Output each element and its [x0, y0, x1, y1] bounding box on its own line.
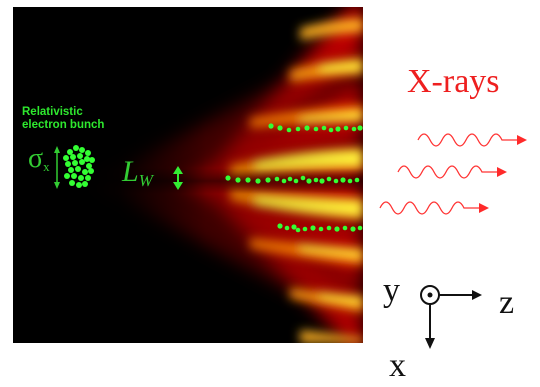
electron-bunch	[63, 145, 95, 188]
lw-arrow	[173, 166, 183, 190]
bunch-label-line1: Relativistic	[22, 106, 83, 118]
electron-row-top	[268, 123, 363, 133]
sigma-subscript: x	[43, 159, 50, 174]
lw-symbol: L	[122, 155, 139, 188]
electron-row-bottom	[277, 223, 363, 233]
bunch-label-line2: electron bunch	[22, 119, 105, 131]
electron-row-middle	[225, 175, 360, 184]
axis-z-label: z	[499, 284, 515, 321]
bunch-size-arrow	[54, 146, 60, 189]
xray-wave-3	[379, 201, 489, 215]
electron-rows	[225, 123, 363, 233]
xrays-label: X-rays	[407, 63, 500, 100]
sigma-x-label: σx	[28, 143, 50, 175]
xray-wave-1	[417, 133, 527, 147]
lw-subscript: W	[138, 171, 153, 190]
xray-waves	[379, 133, 527, 215]
lw-label: LW	[122, 155, 153, 191]
axis-y-label: y	[383, 272, 400, 309]
xray-wave-2	[397, 165, 507, 179]
electron-bunch-label: Relativistic electron bunch	[22, 106, 104, 132]
z-axis-arrow	[439, 290, 482, 300]
axis-x-label: x	[389, 347, 406, 384]
sigma-symbol: σ	[28, 143, 44, 174]
coordinate-axes	[420, 285, 482, 349]
x-axis-arrow	[425, 304, 435, 349]
